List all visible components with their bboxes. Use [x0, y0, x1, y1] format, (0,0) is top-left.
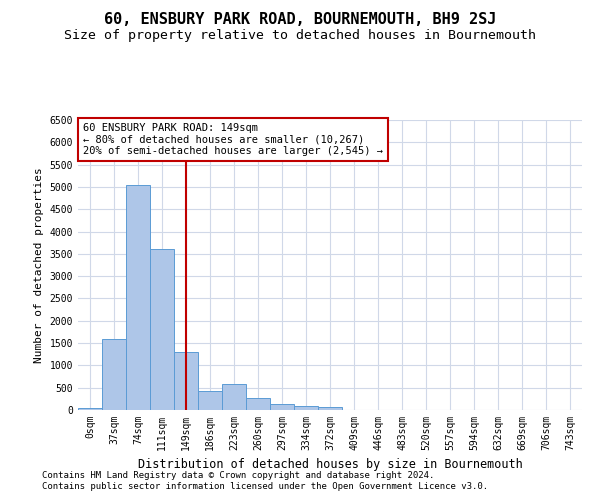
Bar [102, 338, 126, 410]
Bar [126, 184, 150, 410]
Y-axis label: Number of detached properties: Number of detached properties [34, 167, 44, 363]
Text: Contains HM Land Registry data © Crown copyright and database right 2024.: Contains HM Land Registry data © Crown c… [42, 471, 434, 480]
Text: 60, ENSBURY PARK ROAD, BOURNEMOUTH, BH9 2SJ: 60, ENSBURY PARK ROAD, BOURNEMOUTH, BH9 … [104, 12, 496, 28]
X-axis label: Distribution of detached houses by size in Bournemouth: Distribution of detached houses by size … [137, 458, 523, 471]
Text: Size of property relative to detached houses in Bournemouth: Size of property relative to detached ho… [64, 29, 536, 42]
Bar [78, 408, 102, 410]
Bar [294, 406, 318, 410]
Text: Contains public sector information licensed under the Open Government Licence v3: Contains public sector information licen… [42, 482, 488, 491]
Bar [318, 407, 342, 410]
Bar [198, 391, 222, 410]
Bar [174, 352, 198, 410]
Bar [150, 250, 174, 410]
Bar [270, 404, 294, 410]
Text: 60 ENSBURY PARK ROAD: 149sqm
← 80% of detached houses are smaller (10,267)
20% o: 60 ENSBURY PARK ROAD: 149sqm ← 80% of de… [83, 123, 383, 156]
Bar [246, 398, 270, 410]
Bar [222, 384, 246, 410]
